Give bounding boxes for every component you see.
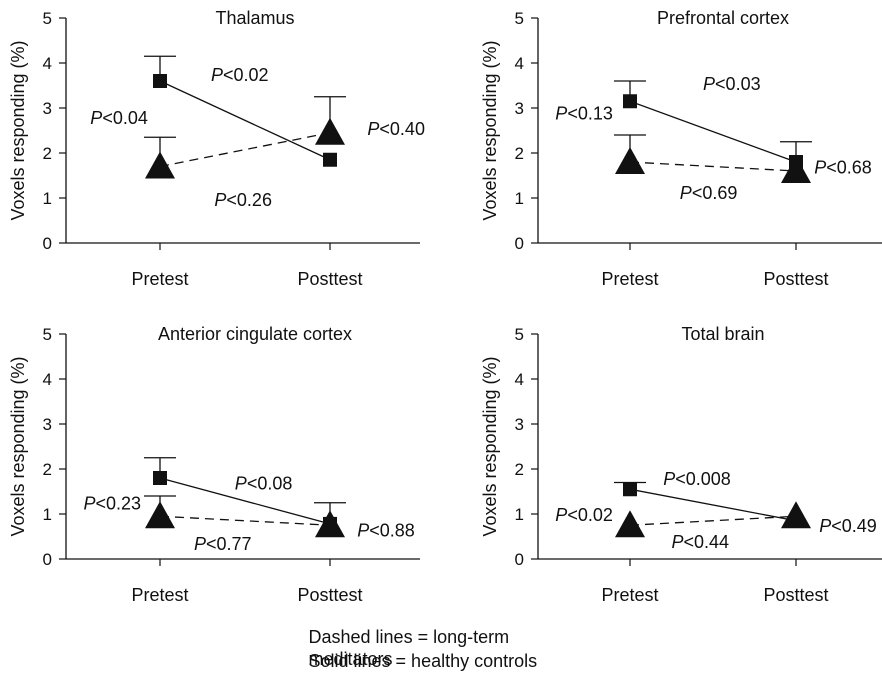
p-value-annotation: P<0.49: [819, 516, 877, 536]
series-line-dashed: [159, 132, 331, 168]
p-value-annotation: P<0.008: [663, 469, 731, 489]
chart-panel-1: 0 1 2 3 4 5 Pretest Posttest Voxels responding (…: [8, 8, 425, 289]
y-tick-label: 2: [43, 144, 52, 163]
y-tick-label: 4: [43, 54, 52, 73]
p-value-annotation: P<0.44: [672, 532, 730, 552]
chart-title: Prefrontal cortex: [657, 8, 789, 28]
y-tick-label: 2: [515, 144, 524, 163]
y-tick-label: 4: [515, 370, 524, 389]
chart-panel-2: 0 1 2 3 4 5 Pretest Posttest Voxels responding (…: [480, 8, 882, 289]
data-point-square: [623, 94, 637, 109]
data-point-square: [623, 482, 637, 497]
data-point-triangle: [781, 501, 811, 529]
series-line-dashed: [159, 515, 331, 526]
y-tick-label: 3: [43, 99, 52, 118]
p-value-annotation: P<0.26: [214, 190, 272, 210]
y-tick-label: 3: [515, 415, 524, 434]
p-value-annotation: P<0.77: [194, 534, 252, 554]
chart-panel-4: 0 1 2 3 4 5 Pretest Posttest Voxels responding (…: [480, 324, 882, 605]
y-tick-label: 1: [515, 505, 524, 524]
data-point-triangle: [145, 151, 175, 179]
p-value-annotation: P<0.68: [814, 157, 872, 177]
y-axis-label: Voxels responding (%): [480, 40, 500, 220]
caption-line-1: Dashed lines = long-term meditators: [0, 626, 882, 670]
p-value-annotation: P<0.69: [680, 183, 738, 203]
data-point-triangle: [145, 501, 175, 529]
x-tick-label: Posttest: [297, 269, 362, 289]
x-tick-label: Pretest: [601, 585, 658, 605]
series-line-solid: [159, 80, 331, 161]
y-tick-label: 5: [43, 325, 52, 344]
y-tick-label: 5: [43, 9, 52, 28]
y-tick-label: 1: [515, 189, 524, 208]
data-point-triangle: [315, 510, 345, 538]
series-line-dashed: [629, 161, 797, 172]
y-tick-label: 4: [43, 370, 52, 389]
caption-solid-legend: Solid lines = healthy controls: [308, 651, 538, 671]
series-line-solid: [629, 488, 797, 522]
y-tick-label: 1: [43, 505, 52, 524]
data-point-square: [153, 471, 167, 485]
p-value-annotation: P<0.08: [235, 473, 293, 493]
p-value-annotation: P<0.02: [555, 505, 613, 525]
y-tick-label: 0: [43, 550, 52, 569]
data-point-square: [153, 74, 167, 88]
y-tick-label: 2: [515, 460, 524, 479]
y-tick-label: 5: [515, 9, 524, 28]
x-tick-label: Posttest: [763, 269, 828, 289]
data-point-triangle: [315, 117, 345, 145]
chart-title: Anterior cingulate cortex: [158, 324, 352, 344]
data-point-triangle: [615, 147, 645, 174]
chart-title: Thalamus: [215, 8, 294, 28]
x-tick-label: Pretest: [131, 269, 188, 289]
data-point-triangle: [781, 156, 811, 183]
p-value-annotation: P<0.03: [703, 74, 761, 94]
y-tick-label: 5: [515, 325, 524, 344]
series-line-dashed: [629, 515, 797, 526]
y-axis-label: Voxels responding (%): [480, 356, 500, 536]
caption-dashed-legend: Dashed lines = long-term meditators: [308, 627, 510, 669]
y-axis-label: Voxels responding (%): [8, 40, 28, 220]
x-tick-label: Posttest: [763, 585, 828, 605]
caption-line-2: Solid lines = healthy controls: [0, 650, 882, 672]
y-tick-label: 0: [515, 234, 524, 253]
p-value-annotation: P<0.88: [357, 521, 415, 541]
data-point-triangle: [615, 510, 645, 538]
p-value-annotation: P<0.13: [555, 103, 613, 123]
y-tick-label: 2: [43, 460, 52, 479]
data-point-square: [323, 152, 337, 167]
x-tick-label: Pretest: [601, 269, 658, 289]
y-tick-label: 3: [515, 99, 524, 118]
y-tick-label: 4: [515, 54, 524, 73]
y-axis-label: Voxels responding (%): [8, 356, 28, 536]
series-line-solid: [159, 477, 331, 525]
series-line-solid: [629, 100, 797, 163]
p-value-annotation: P<0.23: [84, 494, 142, 514]
y-tick-label: 0: [515, 550, 524, 569]
p-value-annotation: P<0.04: [90, 108, 148, 128]
chart-panel-3: 0 1 2 3 4 5 Pretest Posttest Voxels responding (…: [8, 324, 420, 605]
y-tick-label: 1: [43, 189, 52, 208]
p-value-annotation: P<0.02: [211, 65, 269, 85]
y-tick-label: 3: [43, 415, 52, 434]
x-tick-label: Posttest: [297, 585, 362, 605]
chart-title: Total brain: [681, 324, 764, 344]
y-tick-label: 0: [43, 234, 52, 253]
x-tick-label: Pretest: [131, 585, 188, 605]
p-value-annotation: P<0.40: [367, 119, 425, 139]
